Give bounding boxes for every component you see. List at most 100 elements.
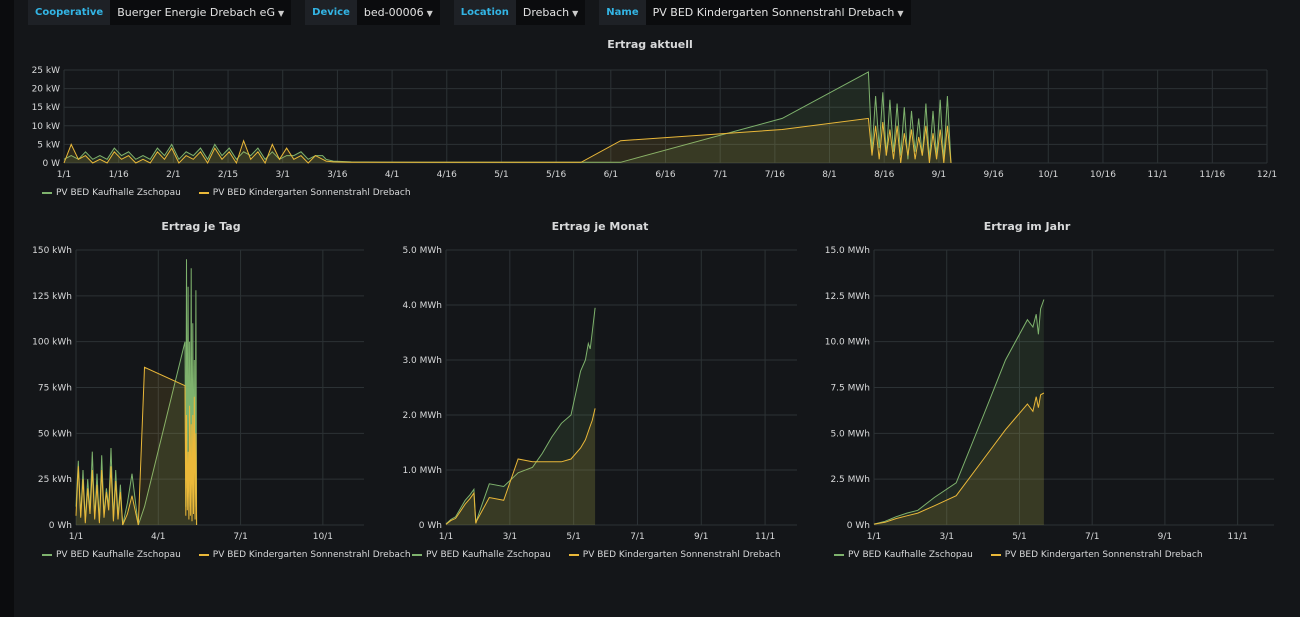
location-value: Drebach [522, 6, 570, 19]
name-select[interactable]: PV BED Kindergarten Sonnenstrahl Drebach… [645, 0, 911, 25]
legend-label: PV BED Kaufhalle Zschopau [56, 550, 181, 560]
x-tick-label: 1/16 [109, 170, 129, 180]
x-tick-label: 3/1 [503, 532, 517, 542]
variable-name: Name PV BED Kindergarten Sonnenstrahl Dr… [599, 0, 911, 25]
y-tick-label: 100 kWh [32, 338, 72, 348]
chart-ertrag-je-tag: 0 Wh 25 kWh 50 kWh 75 kWh 100 kWh 125 kWh 150 … [32, 246, 364, 542]
x-tick-label: 1/1 [439, 532, 453, 542]
variable-label-device: Device [305, 0, 357, 25]
panel-title: Ertrag im Jahr [983, 220, 1071, 233]
y-tick-label: 75 kWh [38, 384, 72, 394]
chart-ertrag-je-monat: 0 Wh 1.0 MWh 2.0 MWh 3.0 MWh 4.0 MWh 5.0 MWh 1… [402, 246, 797, 542]
cooperative-value: Buerger Energie Drebach eG [117, 6, 275, 19]
device-select[interactable]: bed-00006 ▼ [356, 0, 440, 25]
series-area-kaufhalle [64, 71, 951, 163]
caret-down-icon: ▼ [277, 9, 285, 18]
series-line-kaufhalle [445, 307, 596, 525]
legend-item-kaufhalle[interactable]: PV BED Kaufhalle Zschopau [42, 550, 181, 560]
x-tick-label: 4/1 [385, 170, 399, 180]
y-tick-label: 1.0 MWh [402, 466, 442, 476]
caret-down-icon: ▼ [572, 9, 579, 18]
x-tick-label: 7/1 [713, 170, 727, 180]
x-tick-label: 4/1 [151, 532, 165, 542]
x-tick-label: 4/16 [437, 170, 457, 180]
legend-item-kindergarten[interactable]: PV BED Kindergarten Sonnenstrahl Drebach [568, 550, 781, 560]
y-tick-label: 0 W [43, 159, 61, 169]
x-tick-label: 5/1 [494, 170, 508, 180]
panel-ertrag-je-tag[interactable]: Ertrag je Tag 0 Wh 25 kWh 50 kWh 75 kWh 100 … [0, 212, 410, 572]
y-tick-label: 15 kW [32, 103, 61, 113]
series-line-kaufhalle [873, 299, 1045, 525]
x-tick-label: 9/1 [932, 170, 946, 180]
legend-label: PV BED Kindergarten Sonnenstrahl Drebach [1004, 550, 1203, 560]
legend: PV BED Kaufhalle Zschopau PV BED Kinderg… [42, 550, 411, 560]
series-area-kaufhalle [446, 307, 596, 525]
device-value: bed-00006 [363, 6, 424, 19]
series-line-kindergarten [445, 408, 596, 525]
location-select[interactable]: Drebach ▼ [515, 0, 586, 25]
x-tick-label: 12/1 [1257, 170, 1277, 180]
x-tick-label: 11/1 [1148, 170, 1168, 180]
series-area-kindergarten [446, 408, 596, 525]
panel-ertrag-aktuell[interactable]: Ertrag aktuell 0 W 5 kW 10 kW 15 kW 20 kW 25 … [0, 30, 1300, 205]
x-tick-label: 1/1 [867, 532, 881, 542]
left-strip [0, 0, 14, 617]
x-tick-label: 11/1 [1228, 532, 1248, 542]
panel-ertrag-je-monat[interactable]: Ertrag je Monat 0 Wh 1.0 MWh 2.0 MWh 3.0 MW… [390, 212, 800, 572]
x-tick-label: 11/1 [755, 532, 775, 542]
x-tick-label: 3/1 [939, 532, 953, 542]
variable-location: Location Drebach ▼ [453, 0, 586, 25]
series-area-kaufhalle [874, 299, 1044, 525]
variable-cooperative: Cooperative Buerger Energie Drebach eG ▼ [28, 0, 292, 25]
legend-swatch-green [834, 554, 844, 556]
series-area-kindergarten [874, 393, 1044, 525]
x-tick-label: 2/1 [166, 170, 180, 180]
y-tick-label: 25 kW [32, 66, 61, 76]
legend-item-kaufhalle[interactable]: PV BED Kaufhalle Zschopau [412, 550, 551, 560]
y-tick-label: 2.5 MWh [830, 475, 870, 485]
x-tick-label: 3/16 [327, 170, 347, 180]
y-tick-label: 125 kWh [32, 292, 72, 302]
y-tick-label: 5 kW [37, 140, 60, 150]
y-tick-label: 25 kWh [38, 475, 72, 485]
x-tick-label: 5/1 [566, 532, 580, 542]
variable-bar: Cooperative Buerger Energie Drebach eG ▼ … [28, 0, 911, 26]
x-tick-label: 9/16 [983, 170, 1003, 180]
chart-ertrag-im-jahr: 0 Wh 2.5 MWh 5.0 MWh 7.5 MWh 10.0 MWh 12.5 MW… [825, 246, 1274, 542]
series-area-kindergarten [64, 118, 951, 163]
legend-swatch-yellow [198, 554, 209, 556]
legend-label: PV BED Kindergarten Sonnenstrahl Drebach [582, 550, 781, 560]
x-tick-label: 7/1 [1085, 532, 1099, 542]
variable-label-name: Name [599, 0, 646, 25]
x-tick-label: 10/1 [313, 532, 333, 542]
legend-item-kindergarten[interactable]: PV BED Kindergarten Sonnenstrahl Drebach [198, 550, 411, 560]
chart-ertrag-aktuell: 0 W 5 kW 10 kW 15 kW 20 kW 25 kW 1/1 1/16 2/1 2/1… [32, 66, 1278, 180]
y-tick-label: 20 kW [32, 85, 61, 95]
legend-item-kaufhalle[interactable]: PV BED Kaufhalle Zschopau [834, 550, 973, 560]
x-tick-label: 6/1 [604, 170, 618, 180]
x-tick-label: 9/1 [694, 532, 708, 542]
x-tick-label: 5/1 [1012, 532, 1026, 542]
x-tick-label: 2/15 [218, 170, 238, 180]
legend-item-kindergarten[interactable]: PV BED Kindergarten Sonnenstrahl Drebach [198, 188, 411, 198]
cooperative-select[interactable]: Buerger Energie Drebach eG ▼ [110, 0, 292, 25]
y-tick-label: 5.0 MWh [402, 246, 442, 256]
x-tick-label: 7/1 [630, 532, 644, 542]
variable-label-cooperative: Cooperative [28, 0, 111, 25]
y-tick-label: 0 Wh [49, 521, 72, 531]
legend-swatch-green [42, 554, 52, 556]
legend: PV BED Kaufhalle Zschopau PV BED Kinderg… [412, 550, 781, 560]
legend-item-kaufhalle[interactable]: PV BED Kaufhalle Zschopau [42, 188, 181, 198]
x-tick-label: 11/16 [1199, 170, 1225, 180]
series-area-kindergarten [76, 367, 197, 525]
legend-label: PV BED Kaufhalle Zschopau [848, 550, 973, 560]
panel-ertrag-im-jahr[interactable]: Ertrag im Jahr 0 Wh 2.5 MWh 5.0 MWh 7.5 MWh… [812, 212, 1282, 572]
x-tick-label: 7/16 [765, 170, 785, 180]
y-tick-label: 5.0 MWh [830, 429, 870, 439]
series-area-kaufhalle [76, 259, 197, 525]
y-tick-label: 150 kWh [32, 246, 72, 256]
legend-swatch-yellow [990, 554, 1001, 556]
legend-item-kindergarten[interactable]: PV BED Kindergarten Sonnenstrahl Drebach [990, 550, 1203, 560]
x-tick-label: 6/16 [655, 170, 675, 180]
y-tick-label: 4.0 MWh [402, 301, 442, 311]
